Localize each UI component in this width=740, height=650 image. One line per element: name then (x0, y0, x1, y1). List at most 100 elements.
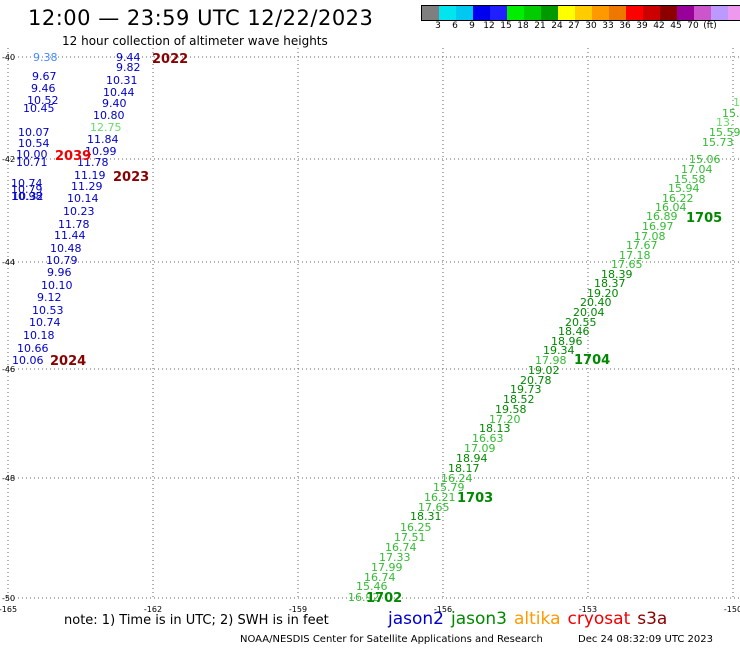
wave-height-value: 18.46 (558, 325, 590, 338)
color-scale-label: 12 (483, 21, 495, 31)
color-swatch (677, 6, 694, 20)
wave-height-value: 11.84 (87, 133, 119, 146)
color-scale-label: 18 (517, 21, 529, 31)
wave-height-value: 10.98 (11, 190, 43, 203)
color-swatch (507, 6, 524, 20)
footer-note: note: 1) Time is in UTC; 2) SWH is in fe… (64, 613, 329, 628)
wave-height-value: 12.75 (90, 121, 122, 134)
lat-tick-label: -42 (2, 155, 15, 164)
wave-height-value: 15. (722, 107, 740, 120)
color-swatch (609, 6, 626, 20)
wave-height-value: 17.98 (535, 354, 567, 367)
wave-height-value: 9.38 (33, 51, 58, 64)
wave-height-value: 11.19 (74, 169, 106, 182)
wave-height-value: 17.09 (464, 442, 496, 455)
lon-tick-label: -165 (0, 605, 17, 614)
color-swatch (524, 6, 541, 20)
color-scale-label: 15 (500, 21, 512, 31)
wave-height-value: 10.48 (50, 242, 82, 255)
color-scale-label: 9 (469, 21, 475, 31)
wave-height-color-scale (421, 5, 740, 21)
wave-height-value: 19.02 (528, 364, 560, 377)
color-scale-label: 36 (619, 21, 631, 31)
color-scale-label: 39 (636, 21, 648, 31)
wave-height-value: 10.10 (41, 279, 73, 292)
pass-time-labels: 2022 2039 2023 2024 1705 1704 1703 1702 (50, 52, 722, 606)
wave-height-value: 10.32 (12, 190, 44, 203)
satellite-legend-item: altika (514, 609, 561, 629)
pass-time-label: 1705 (686, 211, 722, 226)
color-swatch (490, 6, 507, 20)
wave-height-value: 13. (716, 116, 734, 129)
wave-height-value: 15.59 (709, 126, 740, 139)
wave-height-value: 10.52 (27, 94, 59, 107)
wave-height-value: 10.14 (67, 192, 99, 205)
wave-height-value: 18.94 (456, 452, 488, 465)
wave-height-value: 17.18 (619, 249, 651, 262)
wave-height-value: 16.24 (441, 472, 473, 485)
wave-height-value: 18.37 (594, 277, 626, 290)
wave-height-value: 15. (733, 96, 740, 109)
wave-height-value: 10.71 (16, 156, 48, 169)
wave-height-value: 16.63 (472, 432, 504, 445)
color-scale-label: 30 (585, 21, 597, 31)
color-swatch (558, 6, 575, 20)
wave-height-value: 10.07 (18, 126, 50, 139)
wave-height-value: 17.20 (489, 413, 521, 426)
color-swatch (422, 6, 439, 20)
wave-height-value: 20.78 (520, 374, 552, 387)
lat-tick-label: -50 (2, 594, 15, 603)
wave-height-value: 16.97 (642, 220, 674, 233)
wave-height-value: 17.51 (394, 531, 426, 544)
color-scale-label: 42 (653, 21, 665, 31)
color-swatch (456, 6, 473, 20)
color-swatch (541, 6, 558, 20)
wave-height-value: 10.79 (46, 254, 78, 267)
wave-height-value: 17.67 (626, 239, 658, 252)
lat-tick-label: -46 (2, 365, 15, 374)
wave-height-value: 19.73 (510, 383, 542, 396)
page-title: 12:00 — 23:59 UTC 12/22/2023 (28, 6, 374, 30)
wave-height-value: 18.52 (503, 393, 535, 406)
color-scale-label: 45 (670, 21, 682, 31)
color-scale-label: 21 (534, 21, 546, 31)
wave-height-value: 18.39 (601, 268, 633, 281)
pass-time-label: 1703 (457, 491, 493, 506)
wave-height-value: 9.96 (47, 266, 72, 279)
wave-height-value: 10.74 (29, 316, 61, 329)
lon-tick-label: -153 (579, 605, 597, 614)
page-subtitle: 12 hour collection of altimeter wave hei… (62, 34, 328, 48)
lon-tick-label: -156 (434, 605, 452, 614)
color-swatch (694, 6, 711, 20)
color-swatch (439, 6, 456, 20)
wave-height-value: 19.20 (587, 287, 619, 300)
credit-text: NOAA/NESDIS Center for Satellite Applica… (240, 634, 543, 645)
satellite-legend-item: jason3 (451, 609, 507, 629)
wave-height-value: 10.54 (18, 137, 50, 150)
wave-height-value: 20.04 (573, 306, 605, 319)
color-swatch (626, 6, 643, 20)
wave-height-value: 16.04 (655, 201, 687, 214)
wave-height-value: 16.25 (400, 521, 432, 534)
wave-height-value: 15.79 (433, 481, 465, 494)
wave-height-value: 17.33 (379, 551, 411, 564)
wave-height-value: 10.23 (63, 205, 95, 218)
wave-height-value: 10.53 (32, 304, 64, 317)
wave-height-value: 20.40 (580, 296, 612, 309)
wave-height-value: 10.31 (106, 74, 138, 87)
color-scale-label: 3 (435, 21, 441, 31)
map-tick-labels: -165 -162 -159 -156 -153 -150 -40 -42 -44 -46 -48 -… (0, 53, 740, 614)
wave-height-value: 10.00 (16, 148, 48, 161)
wave-height-value: 10.44 (103, 86, 135, 99)
wave-height-value: 11.29 (71, 180, 103, 193)
color-scale-label: (ft) (703, 21, 717, 31)
wave-height-value: 16.89 (646, 210, 678, 223)
color-swatch (473, 6, 490, 20)
wave-height-value: 15.73 (702, 136, 734, 149)
satellite-legend: jason2 jason3 altika cryosat s3a (388, 609, 674, 629)
wave-height-value: 10.66 (17, 342, 49, 355)
pass-time-label: 1704 (574, 353, 610, 368)
wave-height-value: 20.55 (565, 316, 597, 329)
wave-height-value: 16.74 (364, 571, 396, 584)
color-swatch (592, 6, 609, 20)
